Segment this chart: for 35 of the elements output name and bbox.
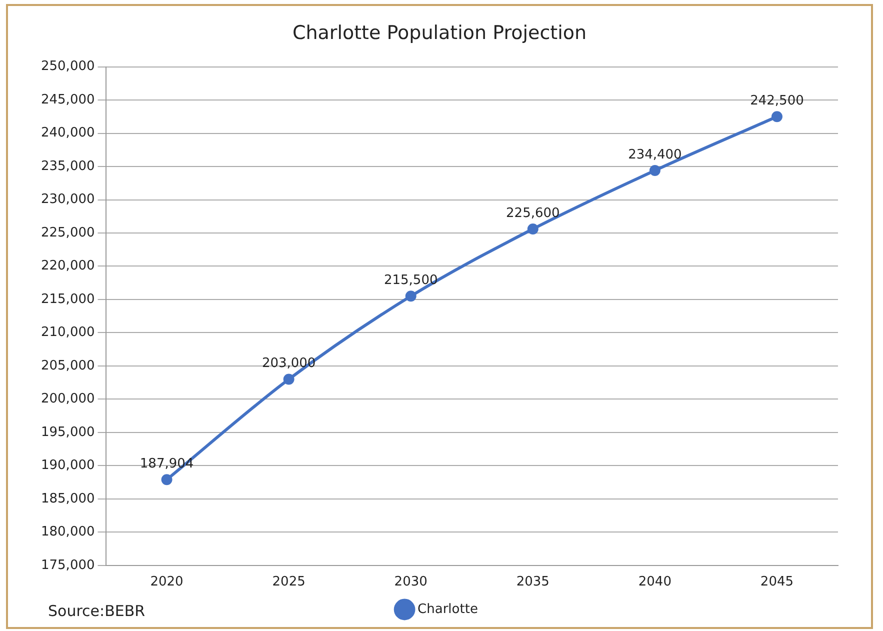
- y-tick-label: 235,000: [40, 158, 95, 174]
- y-tick-label: 180,000: [40, 524, 95, 540]
- y-tick-label: 190,000: [40, 458, 95, 474]
- y-tick-label: 195,000: [40, 424, 95, 440]
- text: 225,600: [506, 206, 560, 221]
- y-tick-label: 230,000: [40, 192, 95, 208]
- x-tick-label: 2025: [272, 574, 306, 590]
- y-tick-label: 210,000: [40, 325, 95, 340]
- x-tick-label: 2020: [150, 574, 184, 590]
- point: [649, 165, 660, 176]
- y-tick-label: 225,000: [40, 225, 95, 240]
- text: 234,400: [628, 147, 682, 162]
- point: [161, 474, 172, 486]
- text: 215,500: [384, 273, 438, 288]
- y-tick-label: 175,000: [40, 558, 95, 573]
- y-tick-label: 185,000: [40, 491, 95, 506]
- x-tick-label: 2040: [638, 574, 672, 590]
- text: 242,500: [750, 94, 804, 109]
- y-tick-label: 220,000: [40, 258, 95, 274]
- x-tick-label: 2035: [516, 574, 550, 590]
- source-note: Source:BEBR: [48, 602, 146, 620]
- y-tick-label: 240,000: [40, 126, 95, 141]
- x-tick-label: 2045: [760, 574, 794, 590]
- point: [283, 374, 294, 385]
- legend-label: Charlotte: [418, 602, 478, 617]
- point: [527, 224, 538, 235]
- y-tick-label: 205,000: [40, 358, 95, 374]
- chart-title: Charlotte Population Projection: [291, 22, 588, 44]
- y-tick-label: 200,000: [40, 392, 95, 407]
- y-tick-label: 245,000: [40, 92, 95, 108]
- point: [771, 111, 782, 122]
- y-tick-label: 250,000: [40, 59, 95, 74]
- x-tick-label: 2030: [394, 574, 428, 590]
- point: [405, 290, 416, 302]
- y-tick-label: 215,000: [40, 292, 95, 307]
